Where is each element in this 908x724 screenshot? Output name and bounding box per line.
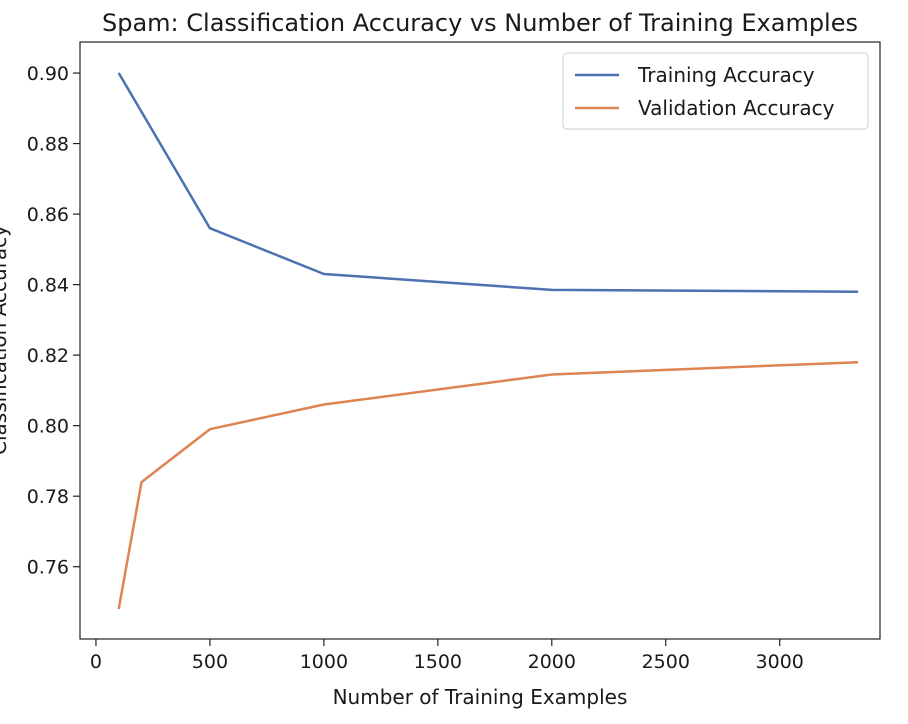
x-tick-label: 0 (90, 651, 102, 673)
series-lines (117, 72, 859, 610)
y-tick-label: 0.90 (27, 63, 69, 85)
y-tick-label: 0.80 (27, 416, 69, 438)
y-tick-label: 0.82 (27, 345, 69, 367)
x-axis: 0 500 1000 1500 2000 2500 3000 (90, 639, 804, 673)
x-tick-label: 1000 (300, 651, 348, 673)
y-tick-label: 0.78 (27, 486, 69, 508)
x-tick-label: 2000 (528, 651, 576, 673)
axes-frame (79, 41, 881, 640)
x-tick-label: 2500 (642, 651, 690, 673)
legend: Training Accuracy Validation Accuracy (562, 52, 869, 130)
plot-area: 0 500 1000 1500 2000 2500 3000 0.76 0.78 0.80 0.8… (27, 41, 881, 673)
y-axis: 0.76 0.78 0.80 0.82 0.84 0.86 0.88 0.90 (27, 63, 80, 579)
y-tick-label: 0.84 (27, 275, 69, 297)
chart-title: Spam: Classification Accuracy vs Number … (102, 9, 858, 37)
x-tick-label: 500 (192, 651, 228, 673)
x-tick-label: 1500 (414, 651, 462, 673)
y-tick-label: 0.76 (27, 557, 69, 579)
legend-label-training: Training Accuracy (637, 63, 815, 87)
series-line-validation (117, 360, 859, 610)
x-tick-label: 3000 (756, 651, 804, 673)
legend-box (562, 52, 869, 130)
x-axis-label: Number of Training Examples (333, 685, 628, 709)
series-line-training (117, 72, 859, 293)
y-tick-label: 0.88 (27, 134, 69, 156)
y-tick-label: 0.86 (27, 204, 69, 226)
y-axis-label: Classification Accuracy (0, 225, 11, 455)
legend-label-validation: Validation Accuracy (638, 96, 835, 120)
